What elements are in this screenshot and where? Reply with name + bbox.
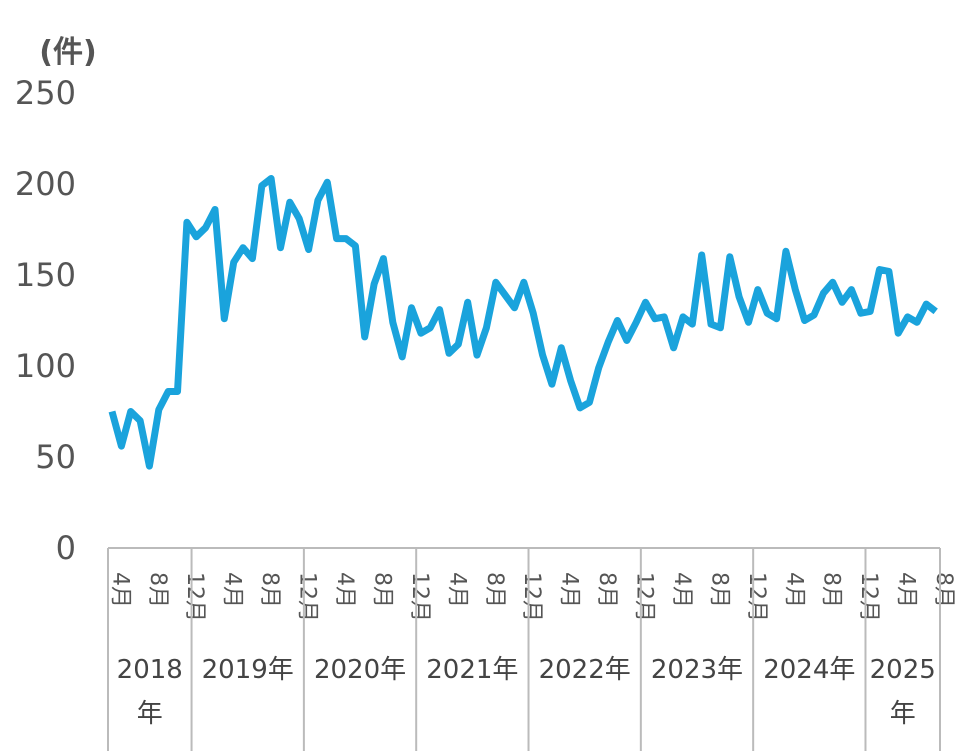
x-tick-label: 12月 — [632, 572, 657, 622]
y-tick-label: 100 — [15, 347, 76, 385]
x-tick-label: 8月 — [819, 572, 844, 608]
x-tick-label: 8月 — [257, 572, 282, 608]
group-label: 2023年 — [650, 655, 744, 685]
group-label: 2022年 — [538, 655, 631, 685]
x-tick-label: 4月 — [444, 572, 469, 608]
x-tick-label: 4月 — [107, 572, 132, 608]
x-tick-label: 4月 — [220, 572, 245, 608]
x-tick-label: 12月 — [519, 572, 544, 622]
x-tick-label: 8月 — [482, 572, 507, 608]
y-tick-label: 0 — [56, 529, 76, 567]
x-tick-label: 4月 — [669, 572, 694, 608]
y-tick-label: 200 — [15, 165, 76, 203]
x-tick-label: 8月 — [594, 572, 619, 608]
group-label: 2025年 — [869, 655, 936, 729]
x-tick-label: 4月 — [781, 572, 806, 608]
x-tick-label: 4月 — [332, 572, 357, 608]
y-tick-label: 50 — [35, 438, 76, 476]
x-tick-label: 8月 — [369, 572, 394, 608]
group-label: 2021年 — [426, 655, 519, 685]
x-tick-label: 12月 — [407, 572, 432, 622]
y-axis-label: (件) — [39, 35, 96, 70]
x-tick-label: 12月 — [744, 572, 769, 622]
y-tick-label: 150 — [15, 256, 76, 294]
x-tick-label: 12月 — [182, 572, 207, 622]
group-label: 2020年 — [313, 655, 407, 685]
group-label: 2024年 — [763, 655, 856, 685]
group-label: 2018年 — [116, 655, 183, 729]
y-tick-label: 250 — [15, 74, 76, 112]
x-tick-label: 4月 — [557, 572, 582, 608]
group-label: 2019年 — [201, 655, 294, 685]
x-tick-label: 4月 — [894, 572, 919, 608]
x-tick-label: 12月 — [856, 572, 881, 622]
x-tick-label: 8月 — [706, 572, 731, 608]
x-tick-label: 8月 — [931, 572, 956, 608]
x-tick-label: 8月 — [145, 572, 170, 608]
data-line — [108, 175, 938, 470]
x-tick-label: 12月 — [295, 572, 320, 622]
